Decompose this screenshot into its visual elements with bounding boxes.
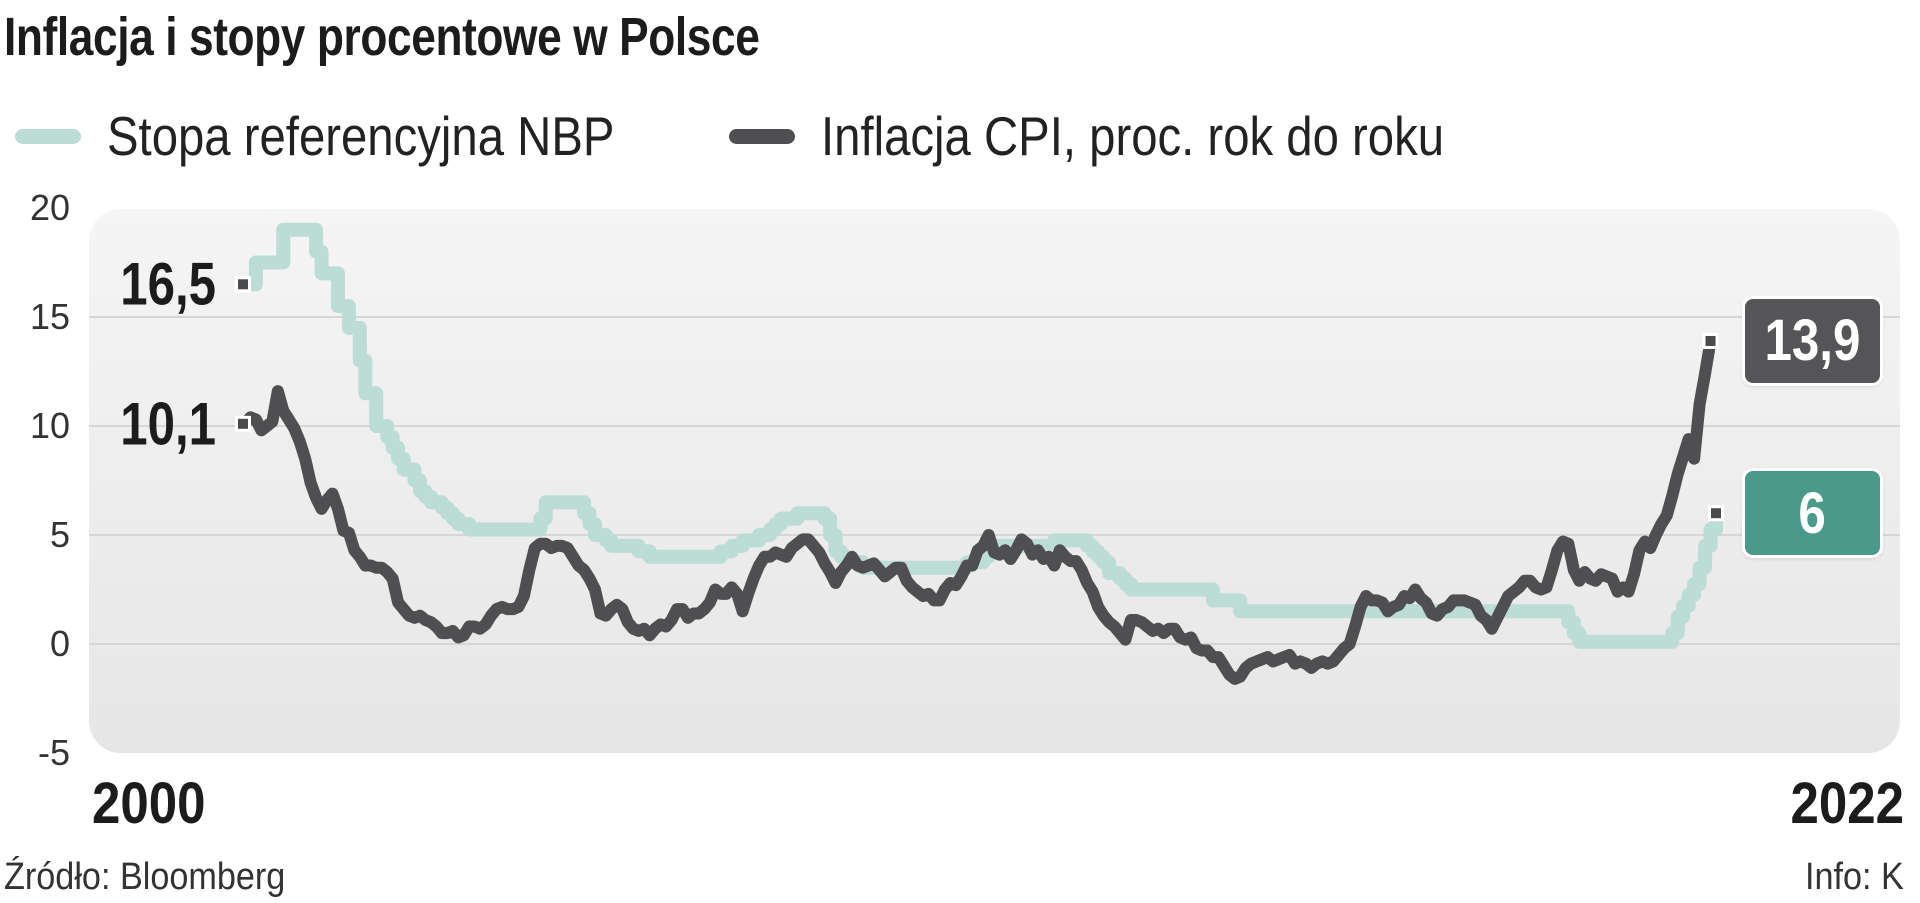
rate-end-value: 6	[1798, 480, 1827, 546]
series-line-cpi	[240, 339, 1717, 685]
x-start-label: 2000	[92, 771, 206, 836]
cpi-end-marker	[1705, 335, 1716, 346]
y-tick-label: 20	[29, 187, 70, 228]
y-tick-label: 10	[29, 405, 70, 446]
legend-swatch-cpi	[729, 128, 795, 144]
legend-swatch-reference-rate	[15, 128, 81, 144]
rate-end-badge: 6	[1745, 471, 1880, 556]
rate-start-marker	[238, 279, 248, 290]
chart-title: Inflacja i stopy procentowe w Polsce	[4, 7, 760, 67]
cpi-start-label: 10,1	[120, 390, 216, 458]
cpi-end-value: 13,9	[1764, 308, 1861, 374]
legend-item-reference-rate: Stopa referencyjna NBP	[15, 104, 697, 168]
rate-end-marker	[1711, 508, 1721, 519]
series-line-reference-rate	[245, 222, 1723, 649]
legend-label-cpi: Inflacja CPI, proc. rok do roku	[821, 105, 1445, 167]
rate-start-label: 16,5	[120, 250, 216, 318]
x-end-label: 2022	[1790, 771, 1904, 836]
y-tick-label: -5	[37, 732, 70, 773]
credit-note: Info: K	[1805, 856, 1904, 898]
plot-background	[89, 209, 1900, 753]
legend-label-reference-rate: Stopa referencyjna NBP	[107, 105, 615, 167]
legend-item-cpi: Inflacja CPI, proc. rok do roku	[729, 104, 1545, 168]
y-tick-label: 5	[49, 514, 70, 555]
source-note: Źródło: Bloomberg	[4, 856, 286, 898]
cpi-end-badge: 13,9	[1745, 298, 1880, 383]
y-tick-label: 15	[29, 296, 70, 337]
cpi-start-marker	[238, 418, 248, 429]
y-tick-label: 0	[49, 623, 70, 664]
